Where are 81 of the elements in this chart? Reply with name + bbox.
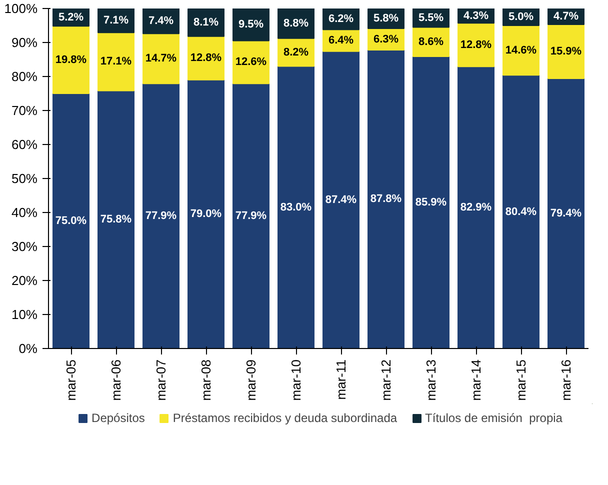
data-label: 8.6% [418,36,444,48]
bar [548,24,584,80]
y-tick-label: 70% [11,103,38,118]
data-label: 87.8% [370,193,402,206]
legend-label: Depósitos [92,411,145,425]
x-tick-label: mar-13 [424,359,438,401]
data-label: 17.1% [100,56,132,68]
data-label: 87.4% [325,194,357,206]
bar [502,74,540,348]
bar [188,79,224,348]
bar [232,83,270,348]
data-label: 83.0% [280,201,312,214]
bar [142,83,180,348]
bar [98,90,134,348]
bar [458,66,494,348]
data-label: 8.2% [283,46,309,58]
data-label: 80.4% [505,206,537,218]
data-label: 7.4% [148,15,174,28]
y-tick-label: 40% [11,205,38,220]
y-tick-label: 20% [11,273,38,288]
data-label: 5.5% [418,12,444,24]
data-label: 14.6% [505,44,537,56]
data-label: 12.8% [460,38,492,51]
data-label: 79.4% [550,208,582,220]
data-label: 12.8% [190,52,222,64]
x-tick-label: mar-14 [468,359,484,401]
y-tick-label: 90% [11,35,38,50]
data-label: 4.7% [553,10,579,22]
data-label: 77.9% [145,210,177,222]
bar [52,93,90,348]
bar [98,32,134,92]
data-label: 8.1% [193,16,219,29]
x-tick-label: mar-16 [558,359,574,401]
bar [278,66,314,348]
x-tick-label: mar-09 [244,359,258,401]
data-label: 12.6% [235,56,267,68]
bar [142,33,180,84]
data-label: 5.2% [58,11,84,24]
data-label: 7.1% [103,14,129,27]
bar [412,56,450,348]
data-label: 79.0% [190,208,222,220]
bar [368,49,404,348]
x-tick-label: mar-12 [378,359,394,401]
data-label: 6.3% [373,33,399,46]
data-label: 15.9% [550,46,582,58]
legend-label: Títulos de emisión propia [425,411,562,425]
data-label: 4.3% [463,10,489,22]
data-label: 6.2% [328,13,354,26]
bar [52,26,90,94]
x-tick-label: mar-05 [64,359,78,401]
data-label: 9.5% [238,18,264,31]
x-tick-label: mar-10 [288,359,304,401]
y-tick-label: 100% [4,1,38,16]
y-tick-label: 30% [11,239,38,254]
y-tick-label: 50% [11,171,38,186]
data-label: 85.9% [415,196,447,208]
x-tick-label: mar-15 [514,359,528,401]
data-label: 6.4% [328,34,354,46]
bar [502,25,540,76]
y-tick-label: 80% [11,69,38,84]
y-tick-label: 10% [11,307,38,322]
data-label: 82.9% [460,202,492,214]
data-label: 5.8% [373,12,399,25]
x-tick-label: mar-11 [334,359,348,400]
bar [188,8,224,37]
data-label: 5.0% [508,11,534,23]
y-tick-label: 0% [18,341,38,356]
data-label: 75.0% [55,215,87,227]
data-label: 8.8% [283,17,309,30]
bar [232,8,270,42]
x-tick-label: mar-08 [198,359,214,401]
data-label: 75.8% [100,214,132,226]
x-tick-label: mar-06 [108,359,124,401]
bar [322,50,360,348]
data-label: 77.9% [235,210,267,222]
data-label: 19.8% [55,54,87,66]
legend-label: Préstamos recibidos y deuda subordinada [172,411,398,425]
x-tick-label: mar-07 [154,359,168,401]
data-label: 14.7% [145,52,177,65]
y-tick-label: 60% [11,137,38,152]
bar [548,78,584,348]
